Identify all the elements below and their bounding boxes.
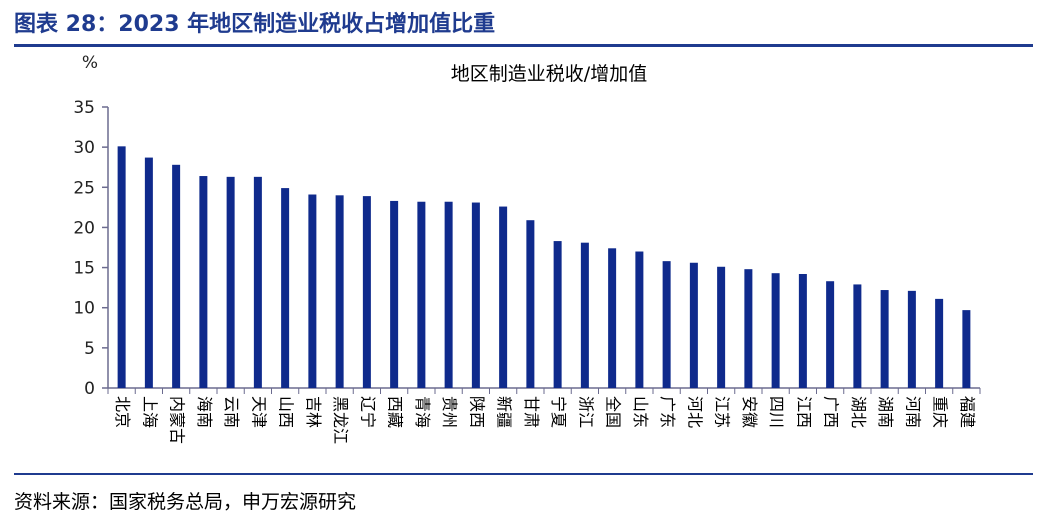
y-tick-label: 0	[84, 379, 95, 399]
x-tick-label: 青海	[413, 396, 432, 428]
x-tick-label: 安徽	[740, 396, 759, 428]
y-tick-label: 35	[73, 98, 95, 118]
title-rule	[14, 44, 1033, 47]
y-tick-label: 25	[73, 178, 95, 198]
x-axis	[107, 387, 981, 394]
y-tick-label: 15	[73, 259, 95, 279]
bar-全国	[608, 248, 617, 388]
x-tick-label: 西藏	[386, 396, 405, 428]
x-tick-label: 云南	[222, 396, 241, 428]
y-tick-label: 30	[73, 138, 95, 158]
y-tick-label: 10	[73, 299, 95, 319]
x-tick-label: 天津	[249, 396, 268, 428]
y-tick-label: 5	[84, 339, 95, 359]
bar-北京	[117, 146, 126, 388]
x-tick-label: 吉林	[304, 396, 323, 428]
x-tick-label: 重庆	[931, 396, 950, 428]
x-tick-label: 福建	[958, 396, 977, 428]
bar-重庆	[935, 298, 944, 388]
bar-chart: 地区制造业税收/增加值 % 0 5 10 15 20 25 30 35 北京 上海 内蒙古 海南 云南…	[73, 53, 981, 444]
bar-黑龙江	[335, 195, 344, 388]
source-note: 资料来源：国家税务总局，申万宏源研究	[14, 491, 357, 513]
bar-新疆	[499, 206, 508, 388]
bar-天津	[253, 176, 262, 388]
x-tick-label: 贵州	[440, 396, 459, 428]
x-tick-label: 辽宁	[358, 396, 377, 428]
bar-河北	[689, 262, 698, 388]
bar-四川	[771, 273, 780, 388]
x-tick-label: 浙江	[576, 396, 595, 428]
bar-甘肃	[526, 220, 535, 388]
bar-青海	[417, 201, 426, 388]
bars	[117, 146, 971, 388]
x-tick-label: 甘肃	[522, 396, 541, 428]
y-tick-label: 20	[73, 218, 95, 238]
figure-title: 图表 28：2023 年地区制造业税收占增加值比重	[14, 12, 496, 37]
x-tick-label: 广东	[658, 396, 677, 428]
bar-安徽	[744, 269, 753, 388]
bar-湖南	[880, 290, 889, 388]
bar-江苏	[717, 266, 726, 388]
bar-西藏	[390, 200, 399, 388]
x-tick-label: 内蒙古	[168, 396, 187, 444]
x-tick-label: 河南	[903, 396, 922, 428]
bar-湖北	[853, 284, 862, 388]
x-tick-label: 全国	[604, 396, 623, 428]
bar-广东	[662, 261, 671, 388]
x-tick-label: 江苏	[713, 396, 732, 428]
bar-贵州	[444, 201, 453, 388]
x-tick-label: 北京	[113, 396, 132, 428]
bar-内蒙古	[172, 164, 181, 388]
x-tick-label: 四川	[767, 396, 786, 428]
x-tick-label: 广西	[822, 396, 841, 428]
bar-上海	[144, 157, 153, 388]
bar-山东	[635, 251, 644, 388]
y-axis: 0 5 10 15 20 25 30 35	[73, 98, 109, 399]
bar-吉林	[308, 194, 317, 388]
x-tick-label: 上海	[140, 396, 159, 428]
category-labels: 北京 上海 内蒙古 海南 云南 天津 山西 吉林 黑龙江 辽宁 西藏 青海 贵州 陕西 新疆 甘肃 宁夏 浙江 全国…	[113, 396, 977, 444]
x-tick-label: 山西	[277, 396, 296, 428]
x-tick-label: 新疆	[495, 396, 514, 428]
bar-福建	[962, 310, 971, 388]
bar-海南	[199, 176, 208, 388]
y-axis-unit: %	[82, 53, 98, 73]
chart-title: 地区制造业税收/增加值	[451, 63, 647, 85]
x-tick-label: 陕西	[467, 396, 486, 428]
bar-广西	[826, 281, 835, 388]
x-tick-label: 湖北	[849, 396, 868, 428]
x-tick-label: 河北	[685, 396, 704, 428]
bar-宁夏	[553, 241, 562, 388]
x-tick-label: 湖南	[876, 396, 895, 428]
bar-山西	[281, 188, 290, 388]
bar-云南	[226, 176, 235, 388]
bar-江西	[798, 273, 807, 388]
footer-rule	[14, 473, 1033, 475]
x-tick-label: 山东	[631, 396, 650, 428]
x-tick-label: 江西	[794, 396, 813, 428]
bar-浙江	[580, 242, 589, 388]
x-tick-label: 宁夏	[549, 396, 568, 428]
x-tick-label: 海南	[195, 396, 214, 428]
bar-河南	[907, 290, 916, 388]
x-tick-label: 黑龙江	[331, 396, 350, 444]
bar-辽宁	[362, 196, 371, 388]
bar-陕西	[471, 202, 480, 388]
